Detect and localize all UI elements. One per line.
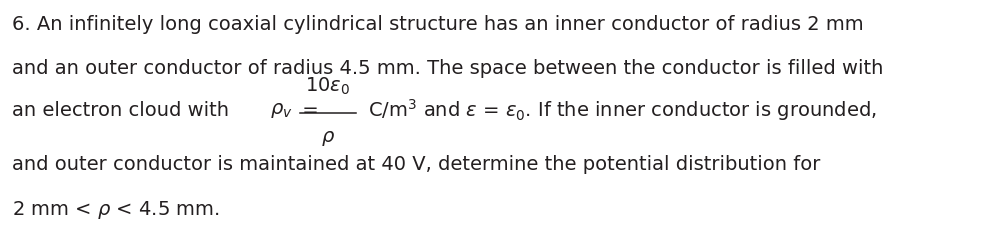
Text: 2 mm < $\rho$ < 4.5 mm.: 2 mm < $\rho$ < 4.5 mm. — [12, 199, 220, 221]
Text: and an outer conductor of radius 4.5 mm. The space between the conductor is fill: and an outer conductor of radius 4.5 mm.… — [12, 59, 883, 78]
Text: an electron cloud with: an electron cloud with — [12, 100, 242, 120]
Text: 6. An infinitely long coaxial cylindrical structure has an inner conductor of ra: 6. An infinitely long coaxial cylindrica… — [12, 15, 864, 34]
Text: and outer conductor is maintained at 40 V, determine the potential distribution : and outer conductor is maintained at 40 … — [12, 155, 821, 174]
Text: C/m$^3$ and $\varepsilon$ = $\varepsilon_0$. If the inner conductor is grounded,: C/m$^3$ and $\varepsilon$ = $\varepsilon… — [362, 97, 877, 123]
Text: $\rho_v$: $\rho_v$ — [270, 100, 292, 120]
Text: =: = — [296, 100, 325, 120]
Text: $10\varepsilon_0$: $10\varepsilon_0$ — [305, 76, 351, 97]
Text: $\rho$: $\rho$ — [321, 129, 335, 148]
